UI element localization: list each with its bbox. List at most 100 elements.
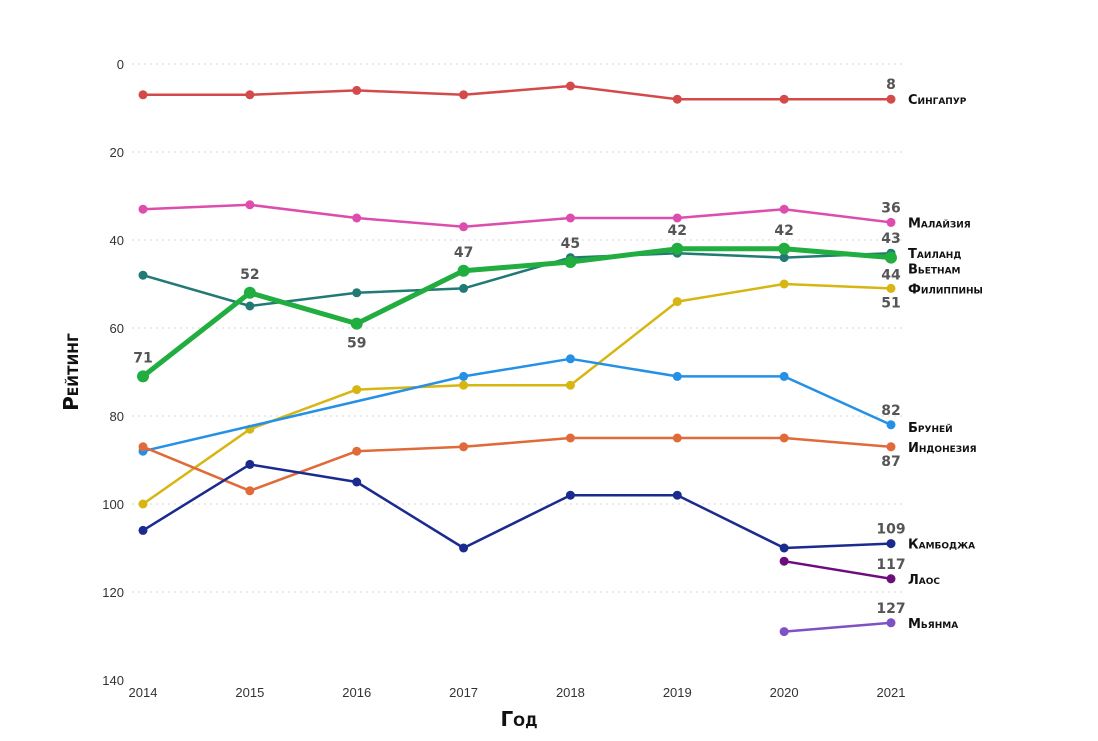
data-point: [886, 574, 896, 584]
x-tick-label: 2017: [449, 685, 478, 700]
data-point: [565, 354, 575, 364]
y-tick-label: 80: [110, 409, 124, 424]
y-tick-label: 120: [102, 585, 124, 600]
data-point: [779, 204, 789, 214]
data-point: [779, 556, 789, 566]
series-line: [782, 621, 893, 633]
data-point: [245, 301, 255, 311]
series-line: [141, 357, 893, 453]
x-axis-title: Год: [500, 707, 537, 731]
series-1: [138, 81, 896, 104]
data-point: [459, 543, 469, 553]
y-tick-label: 60: [110, 321, 124, 336]
series-9: [779, 556, 896, 584]
data-label: 36: [881, 200, 900, 216]
series-4: [137, 242, 897, 383]
data-point: [138, 442, 148, 452]
data-label: 51: [881, 295, 900, 311]
series-10: [779, 618, 896, 637]
data-label: 43: [881, 231, 900, 247]
data-point: [886, 420, 896, 430]
series-name-label: Мьянма: [908, 617, 958, 632]
data-point: [138, 499, 148, 509]
data-point: [243, 286, 256, 299]
data-label: 42: [668, 223, 687, 239]
data-label: 71: [133, 350, 152, 366]
data-point: [886, 283, 896, 293]
data-point: [352, 213, 362, 223]
series-name-label: Камбоджа: [908, 538, 975, 553]
data-point: [459, 90, 469, 100]
y-tick-label: 40: [110, 233, 124, 248]
x-tick-label: 2016: [342, 685, 371, 700]
data-point: [672, 371, 682, 381]
series-line: [141, 436, 893, 493]
data-label: 59: [347, 336, 366, 352]
data-point: [778, 242, 791, 255]
x-tick-label: 2015: [235, 685, 264, 700]
series-line: [141, 84, 893, 101]
data-point: [671, 242, 684, 255]
data-point: [138, 90, 148, 100]
data-point: [885, 251, 897, 264]
data-point: [245, 90, 255, 100]
series-name-label: Филиппины: [908, 282, 983, 297]
series-line: [141, 251, 893, 308]
series-line: [782, 559, 893, 581]
series-name-label: Вьетнам: [908, 263, 961, 278]
data-point: [245, 486, 255, 496]
series-lines: [137, 81, 897, 637]
data-point: [352, 385, 362, 395]
data-point: [352, 477, 362, 487]
x-tick-label: 2018: [556, 685, 585, 700]
data-point: [779, 279, 789, 289]
x-tick-label: 2019: [663, 685, 692, 700]
series-6: [138, 354, 896, 456]
data-point: [672, 213, 682, 223]
series-name-label: Бруней: [908, 421, 953, 436]
series-7: [138, 433, 896, 496]
data-point: [565, 490, 575, 500]
data-point: [886, 539, 896, 549]
data-point: [779, 433, 789, 443]
data-point: [350, 317, 363, 330]
data-point: [779, 94, 789, 104]
data-point: [352, 446, 362, 456]
data-label: 44: [881, 268, 901, 284]
series-line: [141, 463, 893, 550]
data-point: [779, 253, 789, 263]
data-point: [565, 380, 575, 390]
series-line: [140, 246, 894, 379]
series-2: [138, 200, 896, 232]
data-point: [672, 297, 682, 307]
data-point: [138, 525, 148, 535]
data-label: 42: [774, 223, 793, 239]
data-point: [138, 270, 148, 280]
data-label: 8: [886, 77, 896, 93]
data-point: [565, 213, 575, 223]
x-tick-label: 2014: [129, 685, 158, 700]
data-point: [886, 217, 896, 227]
data-label: 117: [876, 557, 905, 573]
series-line: [141, 203, 893, 229]
data-point: [779, 627, 789, 637]
data-point: [352, 288, 362, 298]
data-point: [672, 433, 682, 443]
data-label: 87: [881, 454, 900, 470]
data-point: [459, 371, 469, 381]
data-point: [459, 222, 469, 232]
data-point: [138, 204, 148, 214]
data-point: [564, 256, 577, 268]
series-line: [141, 282, 893, 506]
y-tick-label: 0: [117, 57, 124, 72]
data-labels: 8 Сингапур 36 Малайзия 43 Таиланд 71 52 59 47 45 42…: [133, 77, 983, 632]
x-tick-label: 2021: [877, 685, 906, 700]
data-point: [886, 442, 896, 452]
series-name-label: Малайзия: [908, 216, 971, 231]
y-axis-ticks: 0 20 40 60 80 100 120 140: [102, 57, 124, 688]
y-tick-label: 20: [110, 145, 124, 160]
data-label: 109: [876, 522, 905, 538]
y-axis-title: Рейтинг: [59, 333, 83, 411]
data-point: [886, 618, 896, 628]
data-label: 127: [876, 601, 905, 617]
